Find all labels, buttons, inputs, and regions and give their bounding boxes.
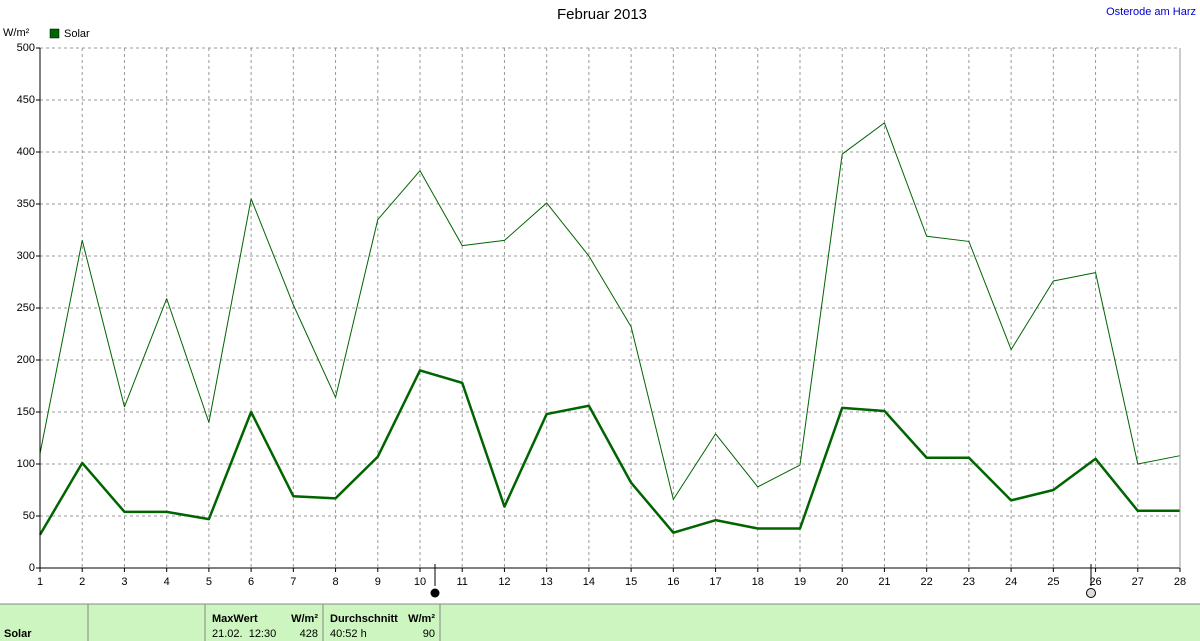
max-value: 428 [300, 628, 318, 640]
x-tick-label: 27 [1132, 576, 1144, 588]
x-tick-label: 22 [921, 576, 933, 588]
data-line [38, 369, 1180, 536]
column-heading: MaxWert [212, 613, 258, 625]
x-tick-label: 14 [583, 576, 595, 588]
x-tick-label: 5 [206, 576, 212, 588]
column-unit: W/m² [291, 613, 318, 625]
x-tick-label: 3 [121, 576, 127, 588]
new-moon-icon [1086, 588, 1096, 598]
x-tick-label: 2 [79, 576, 85, 588]
x-tick-label: 17 [709, 576, 721, 588]
x-tick-label: 9 [375, 576, 381, 588]
x-tick-label: 11 [457, 576, 468, 588]
y-tick-label: 50 [23, 510, 35, 522]
x-tick-label: 13 [541, 576, 553, 588]
x-tick-label: 10 [414, 576, 426, 588]
x-tick-label: 15 [625, 576, 637, 588]
x-tick-label: 28 [1174, 576, 1186, 588]
y-tick-label: 400 [17, 146, 35, 158]
full-moon-icon [430, 588, 440, 598]
x-tick-label: 8 [332, 576, 338, 588]
x-tick-label: 26 [1089, 576, 1101, 588]
x-tick-label: 1 [37, 576, 43, 588]
x-tick-label: 12 [498, 576, 510, 588]
location: Osterode am Harz [1106, 6, 1196, 18]
y-tick-label: 250 [17, 302, 35, 314]
y-tick-label: 450 [17, 94, 35, 106]
x-tick-label: 19 [794, 576, 806, 588]
x-tick-label: 24 [1005, 576, 1017, 588]
x-tick-label: 7 [290, 576, 296, 588]
x-tick-label: 23 [963, 576, 975, 588]
y-tick-label: 500 [17, 42, 35, 54]
y-tick-label: 0 [29, 562, 35, 574]
x-tick-label: 20 [836, 576, 848, 588]
max-time: 21.02. 12:30 [212, 628, 276, 640]
y-tick-label: 300 [17, 250, 35, 262]
x-tick-label: 4 [164, 576, 170, 588]
y-tick-label: 150 [17, 406, 35, 418]
y-tick-label: 200 [17, 354, 35, 366]
x-tick-label: 16 [667, 576, 679, 588]
avg-duration: 40:52 h [330, 628, 367, 640]
column-heading: Durchschnitt [330, 613, 398, 625]
x-tick-label: 18 [752, 576, 764, 588]
y-tick-label: 100 [17, 458, 35, 470]
x-tick-label: 25 [1047, 576, 1059, 588]
chart-title: Februar 2013 [557, 6, 647, 23]
legend-swatch [49, 28, 60, 39]
row-label: Solar [4, 628, 32, 640]
y-axis-unit: W/m² [3, 27, 30, 39]
x-tick-label: 21 [878, 576, 890, 588]
table-background [0, 604, 1200, 641]
avg-value: 90 [423, 628, 435, 640]
x-tick-label: 6 [248, 576, 254, 588]
summary-table: Solar MaxWert W/m² 21.02. 12:30 428 Durc… [0, 603, 1200, 641]
y-tick-label: 350 [17, 198, 35, 210]
column-unit: W/m² [408, 613, 435, 625]
legend-label: Solar [64, 28, 90, 40]
data-line [39, 122, 1181, 500]
